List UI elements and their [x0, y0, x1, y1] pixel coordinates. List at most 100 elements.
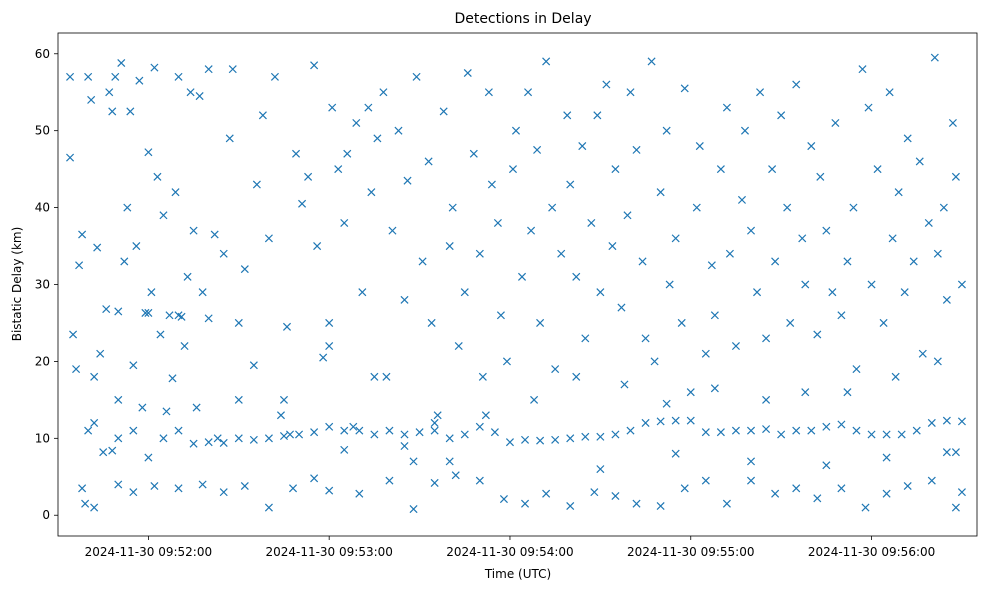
data-point-148 [725, 249, 734, 258]
data-point-147 [722, 103, 731, 112]
data-point-253 [927, 418, 936, 427]
data-point-320 [400, 441, 409, 451]
data-point-279 [475, 476, 484, 485]
data-point-12 [102, 305, 111, 314]
data-point-313 [801, 388, 810, 397]
data-point-90 [439, 107, 448, 116]
data-point-109 [533, 145, 542, 154]
data-point-75 [364, 103, 373, 112]
data-point-153 [753, 288, 762, 297]
data-point-307 [530, 395, 539, 404]
data-point-84 [409, 457, 418, 466]
data-point-177 [873, 165, 882, 174]
data-point-283 [566, 501, 575, 511]
data-point-131 [641, 334, 650, 343]
data-point-178 [879, 318, 888, 327]
data-point-224 [490, 428, 499, 437]
data-point-141 [692, 203, 701, 212]
data-point-168 [828, 288, 837, 297]
data-point-194 [957, 280, 966, 289]
data-point-95 [463, 68, 472, 78]
data-point-38 [180, 342, 189, 351]
data-point-202 [159, 434, 168, 443]
data-point-10 [93, 243, 102, 252]
data-point-321 [340, 445, 349, 454]
data-point-158 [777, 111, 786, 120]
data-point-25 [141, 308, 150, 317]
data-point-169 [831, 118, 840, 128]
data-point-201 [144, 453, 153, 462]
data-point-292 [771, 489, 780, 498]
data-point-165 [813, 330, 822, 339]
data-point-116 [566, 180, 575, 189]
data-point-19 [123, 203, 132, 212]
data-point-155 [762, 334, 771, 343]
data-point-73 [352, 118, 361, 128]
data-point-35 [171, 188, 180, 197]
data-point-134 [656, 188, 665, 197]
data-point-197 [99, 448, 108, 457]
data-point-144 [707, 261, 716, 270]
data-point-247 [837, 420, 846, 429]
data-point-234 [641, 418, 650, 427]
data-point-3 [72, 365, 81, 374]
data-point-121 [593, 111, 602, 120]
data-point-280 [499, 495, 508, 504]
data-point-83 [403, 176, 412, 185]
data-point-213 [325, 422, 334, 431]
data-point-281 [521, 499, 530, 508]
data-point-105 [511, 126, 521, 135]
data-point-196 [90, 418, 99, 427]
data-point-113 [551, 365, 560, 374]
data-point-218 [400, 430, 409, 439]
data-point-53 [249, 361, 258, 370]
data-point-128 [626, 88, 635, 97]
data-point-43 [195, 92, 204, 101]
data-point-221 [445, 434, 454, 443]
data-points [66, 53, 966, 514]
y-axis: 0 10 20 30 40 50 60 [35, 47, 58, 522]
data-point-275 [385, 476, 394, 485]
data-point-267 [198, 480, 207, 489]
data-point-170 [837, 311, 846, 320]
data-point-67 [325, 318, 334, 327]
data-point-106 [517, 272, 527, 281]
data-point-268 [219, 488, 228, 497]
data-point-294 [813, 494, 822, 503]
y-tick-label-6: 60 [35, 47, 50, 61]
data-point-154 [756, 88, 765, 97]
data-point-71 [343, 149, 352, 158]
data-point-273 [325, 486, 334, 495]
data-point-56 [264, 234, 273, 243]
data-point-50 [228, 65, 237, 74]
data-point-183 [903, 134, 912, 143]
data-point-175 [864, 103, 873, 112]
data-point-163 [801, 280, 810, 289]
data-point-303 [325, 342, 334, 351]
data-point-274 [355, 489, 364, 498]
data-point-189 [933, 249, 942, 258]
data-point-215 [355, 426, 364, 435]
data-point-107 [524, 88, 533, 97]
data-point-63 [304, 172, 313, 181]
data-point-6 [81, 499, 90, 508]
data-point-130 [638, 257, 647, 266]
data-point-51 [234, 395, 243, 404]
data-point-140 [686, 388, 695, 397]
data-point-288 [680, 484, 689, 493]
data-point-7 [84, 72, 93, 81]
data-point-156 [768, 165, 777, 174]
data-point-2 [69, 330, 78, 339]
data-point-298 [903, 481, 912, 491]
data-point-277 [430, 478, 439, 487]
data-point-146 [716, 165, 725, 174]
data-point-86 [418, 257, 427, 266]
data-point-270 [264, 503, 273, 512]
data-point-93 [454, 342, 463, 351]
data-point-152 [746, 226, 756, 235]
data-point-159 [783, 203, 792, 212]
data-point-48 [219, 249, 228, 258]
data-point-186 [918, 349, 927, 358]
data-point-210 [279, 431, 289, 441]
data-point-293 [792, 484, 801, 493]
